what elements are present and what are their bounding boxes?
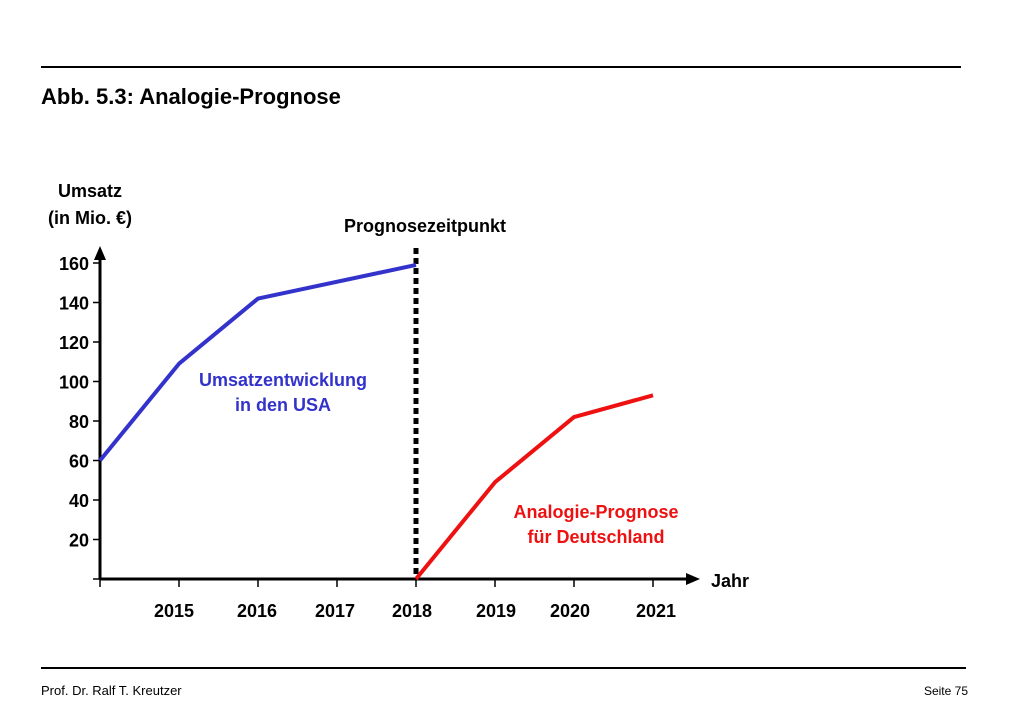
y-axis-arrow [94, 246, 106, 260]
y-tick-label: 160 [59, 254, 89, 274]
y-tick-label: 140 [59, 294, 89, 314]
x-tick-label: 2021 [636, 601, 676, 621]
y-tick-label: 60 [69, 452, 89, 472]
x-tick-label: 2015 [154, 601, 194, 621]
x-tick-label: 2016 [237, 601, 277, 621]
footer-page-number: Seite 75 [923, 684, 968, 698]
x-axis-title: Jahr [711, 571, 749, 591]
y-axis-title: (in Mio. €) [48, 208, 132, 228]
series-line [414, 393, 654, 581]
series-label: Analogie-Prognose [513, 502, 678, 522]
x-tick-label: 2017 [315, 601, 355, 621]
y-tick-label: 100 [59, 373, 89, 393]
y-tick-label: 80 [69, 412, 89, 432]
chart-axes: 20 40 60 80 100 120 140 160 2015 2016 2017 2018 2019… [59, 246, 700, 621]
series-label: für Deutschland [527, 527, 664, 547]
bottom-rule [41, 667, 966, 669]
top-rule [41, 66, 961, 68]
y-tick-label: 40 [69, 491, 89, 511]
chart-series [98, 248, 654, 581]
x-axis-arrow [686, 573, 700, 585]
series-label: Umsatzentwicklung [199, 370, 367, 390]
series-line [98, 263, 417, 462]
x-tick-label: 2019 [476, 601, 516, 621]
x-tick-label: 2018 [392, 601, 432, 621]
series-label: in den USA [235, 395, 331, 415]
forecast-marker-label: Prognosezeitpunkt [344, 216, 506, 236]
page-title: Abb. 5.3: Analogie-Prognose [41, 84, 341, 109]
y-tick-label: 20 [69, 531, 89, 551]
footer-author: Prof. Dr. Ralf T. Kreutzer [41, 683, 182, 698]
x-tick-label: 2020 [550, 601, 590, 621]
y-axis-title: Umsatz [58, 181, 122, 201]
y-tick-label: 120 [59, 333, 89, 353]
chart-labels: Umsatz (in Mio. €) Jahr Prognosezeitpunkt Um… [48, 181, 749, 591]
